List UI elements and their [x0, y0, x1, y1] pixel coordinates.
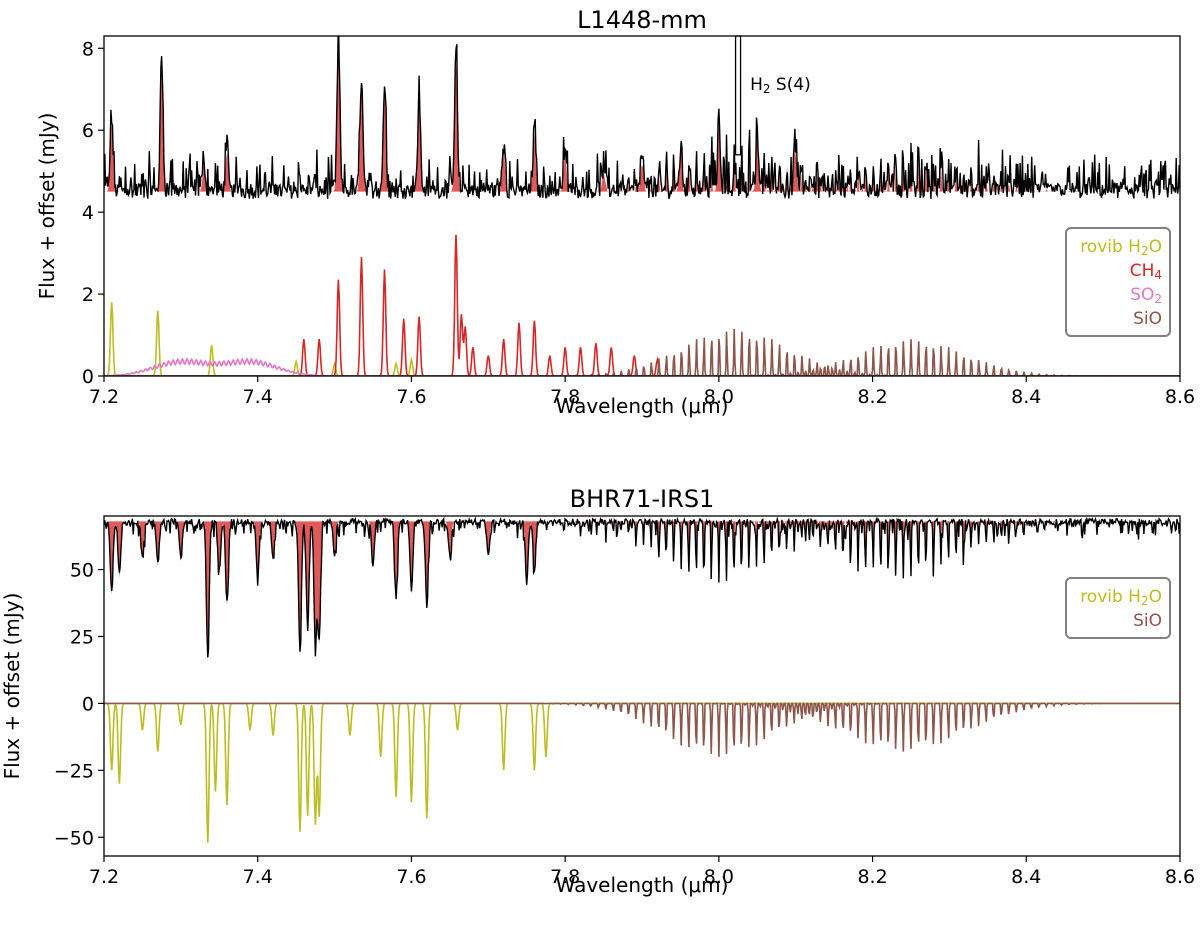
series-sio: [104, 328, 1180, 376]
legend-entry: SO2: [1130, 285, 1162, 306]
legend-entry: SiO: [1133, 611, 1162, 631]
y-tick-label: 8: [82, 38, 94, 60]
series-rovib-h2o: [104, 302, 1180, 376]
x-tick-label: 7.6: [396, 866, 426, 888]
series-so2: [104, 357, 1180, 376]
legend-entry: rovib H2O: [1080, 587, 1162, 608]
series-rovib-h2o: [104, 701, 1180, 843]
x-tick-label: 8.0: [704, 386, 734, 408]
y-tick-label: 2: [82, 284, 94, 306]
model-fill: [104, 521, 1180, 662]
x-tick-label: 7.4: [243, 866, 273, 888]
x-tick-label: 8.6: [1165, 866, 1195, 888]
chart-title: L1448-mm: [577, 6, 707, 34]
x-axis-label: Wavelength (μm): [556, 394, 729, 418]
panel-1: H2 S(4) 7.2 7.4 7.6 7.8 8.0 8.2 8.4 8.6 0 2 4 6 8 L144…: [35, 6, 1195, 418]
observed-spectrum: [104, 36, 1180, 200]
x-axis-label: Wavelength (μm): [556, 873, 729, 897]
panel-2: 7.2 7.4 7.6 7.8 8.0 8.2 8.4 8.6 −50 −25 0 25 50 BHR71…: [0, 485, 1195, 897]
legend-box: [1065, 577, 1171, 639]
series-sio: [104, 702, 1180, 757]
x-tick-label: 8.0: [704, 866, 734, 888]
axes-frame: [103, 35, 1181, 377]
legend-box: [1065, 227, 1171, 337]
x-tick-label: 7.4: [243, 386, 273, 408]
x-tick-label: 7.8: [550, 386, 580, 408]
y-tick-label: −50: [54, 827, 94, 849]
x-tick-label: 8.4: [1011, 866, 1041, 888]
x-tick-label: 8.6: [1165, 386, 1195, 408]
series-ch4: [104, 234, 1180, 376]
x-tick-label: 7.6: [396, 386, 426, 408]
observed-spectrum: [104, 516, 1180, 658]
plot-area: [104, 36, 1180, 376]
x-tick-label: 8.2: [857, 386, 887, 408]
axes-frame: [103, 515, 1181, 857]
h2-s4-marker: [734, 35, 742, 156]
x-tick-label: 7.2: [89, 386, 119, 408]
y-tick-label: 25: [70, 626, 94, 648]
chart-title: BHR71-IRS1: [570, 485, 715, 513]
legend-entry: SiO: [1133, 309, 1162, 329]
y-tick-label: 0: [82, 693, 94, 715]
y-axis-label: Flux + offset (mJy): [0, 593, 24, 780]
y-axis-label: Flux + offset (mJy): [35, 113, 59, 300]
x-tick-label: 7.2: [89, 866, 119, 888]
y-tick-label: 50: [70, 560, 94, 582]
y-tick-label: 6: [82, 120, 94, 142]
legend: rovib H2O CH4 SO2 SiO: [1065, 227, 1171, 337]
h2-s4-annotation: H2 S(4): [750, 75, 811, 96]
y-tick-label: −25: [54, 760, 94, 782]
x-tick-label: 8.2: [857, 866, 887, 888]
y-tick-label: 4: [82, 202, 94, 224]
x-tick-label: 7.8: [550, 866, 580, 888]
plot-area: [104, 516, 1180, 843]
legend-entry: rovib H2O: [1080, 237, 1162, 258]
legend: rovib H2O SiO: [1065, 577, 1171, 639]
legend-entry: CH4: [1130, 261, 1162, 282]
y-tick-label: 0: [82, 366, 94, 388]
x-tick-label: 8.4: [1011, 386, 1041, 408]
